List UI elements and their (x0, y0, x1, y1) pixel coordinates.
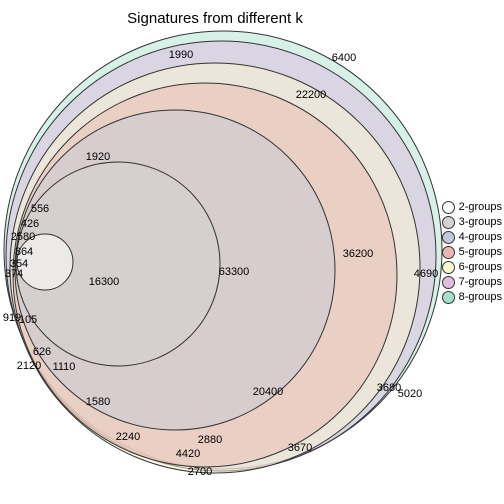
region-count: 4420 (176, 448, 200, 460)
region-count: 20400 (253, 386, 284, 398)
legend-swatch (442, 231, 455, 244)
region-count: 2880 (198, 434, 222, 446)
region-count: 2580 (11, 231, 35, 243)
legend-label: 2-groups (459, 201, 502, 213)
region-count: 2700 (188, 466, 212, 478)
region-count: 6400 (332, 52, 356, 64)
legend-swatch (442, 291, 455, 304)
legend-label: 6-groups (459, 261, 502, 273)
legend-label: 4-groups (459, 231, 502, 243)
legend-swatch (442, 261, 455, 274)
region-count: 556 (31, 203, 49, 215)
region-count: 626 (33, 346, 51, 358)
region-count: 105 (19, 314, 37, 326)
legend-item: 4-groups (442, 230, 502, 244)
region-count: 374 (5, 268, 23, 280)
legend-label: 8-groups (459, 291, 502, 303)
region-count: 1920 (86, 151, 110, 163)
region-count: 3670 (288, 442, 312, 454)
region-count: 5020 (398, 388, 422, 400)
venn-chart (0, 0, 504, 504)
legend-swatch (442, 246, 455, 259)
region-count: 63300 (219, 266, 250, 278)
region-count: 426 (21, 218, 39, 230)
region-count: 36200 (343, 248, 374, 260)
legend-swatch (442, 216, 455, 229)
legend-item: 2-groups (442, 200, 502, 214)
legend-item: 8-groups (442, 290, 502, 304)
legend-label: 5-groups (459, 246, 502, 258)
legend: 2-groups 3-groups 4-groups 5-groups 6-groups… (442, 199, 502, 305)
region-count: 2240 (116, 431, 140, 443)
legend-swatch (442, 201, 455, 214)
region-count: 4690 (414, 268, 438, 280)
region-count: 1990 (169, 49, 193, 61)
legend-swatch (442, 276, 455, 289)
legend-item: 6-groups (442, 260, 502, 274)
region-count: 864 (15, 246, 33, 258)
region-count: 2120 (17, 360, 41, 372)
region-count: 1110 (53, 361, 76, 373)
region-count: 1580 (86, 396, 110, 408)
region-count: 22200 (296, 89, 327, 101)
legend-label: 7-groups (459, 276, 502, 288)
legend-item: 3-groups (442, 215, 502, 229)
legend-label: 3-groups (459, 216, 502, 228)
legend-item: 7-groups (442, 275, 502, 289)
region-count: 16300 (89, 276, 120, 288)
legend-item: 5-groups (442, 245, 502, 259)
